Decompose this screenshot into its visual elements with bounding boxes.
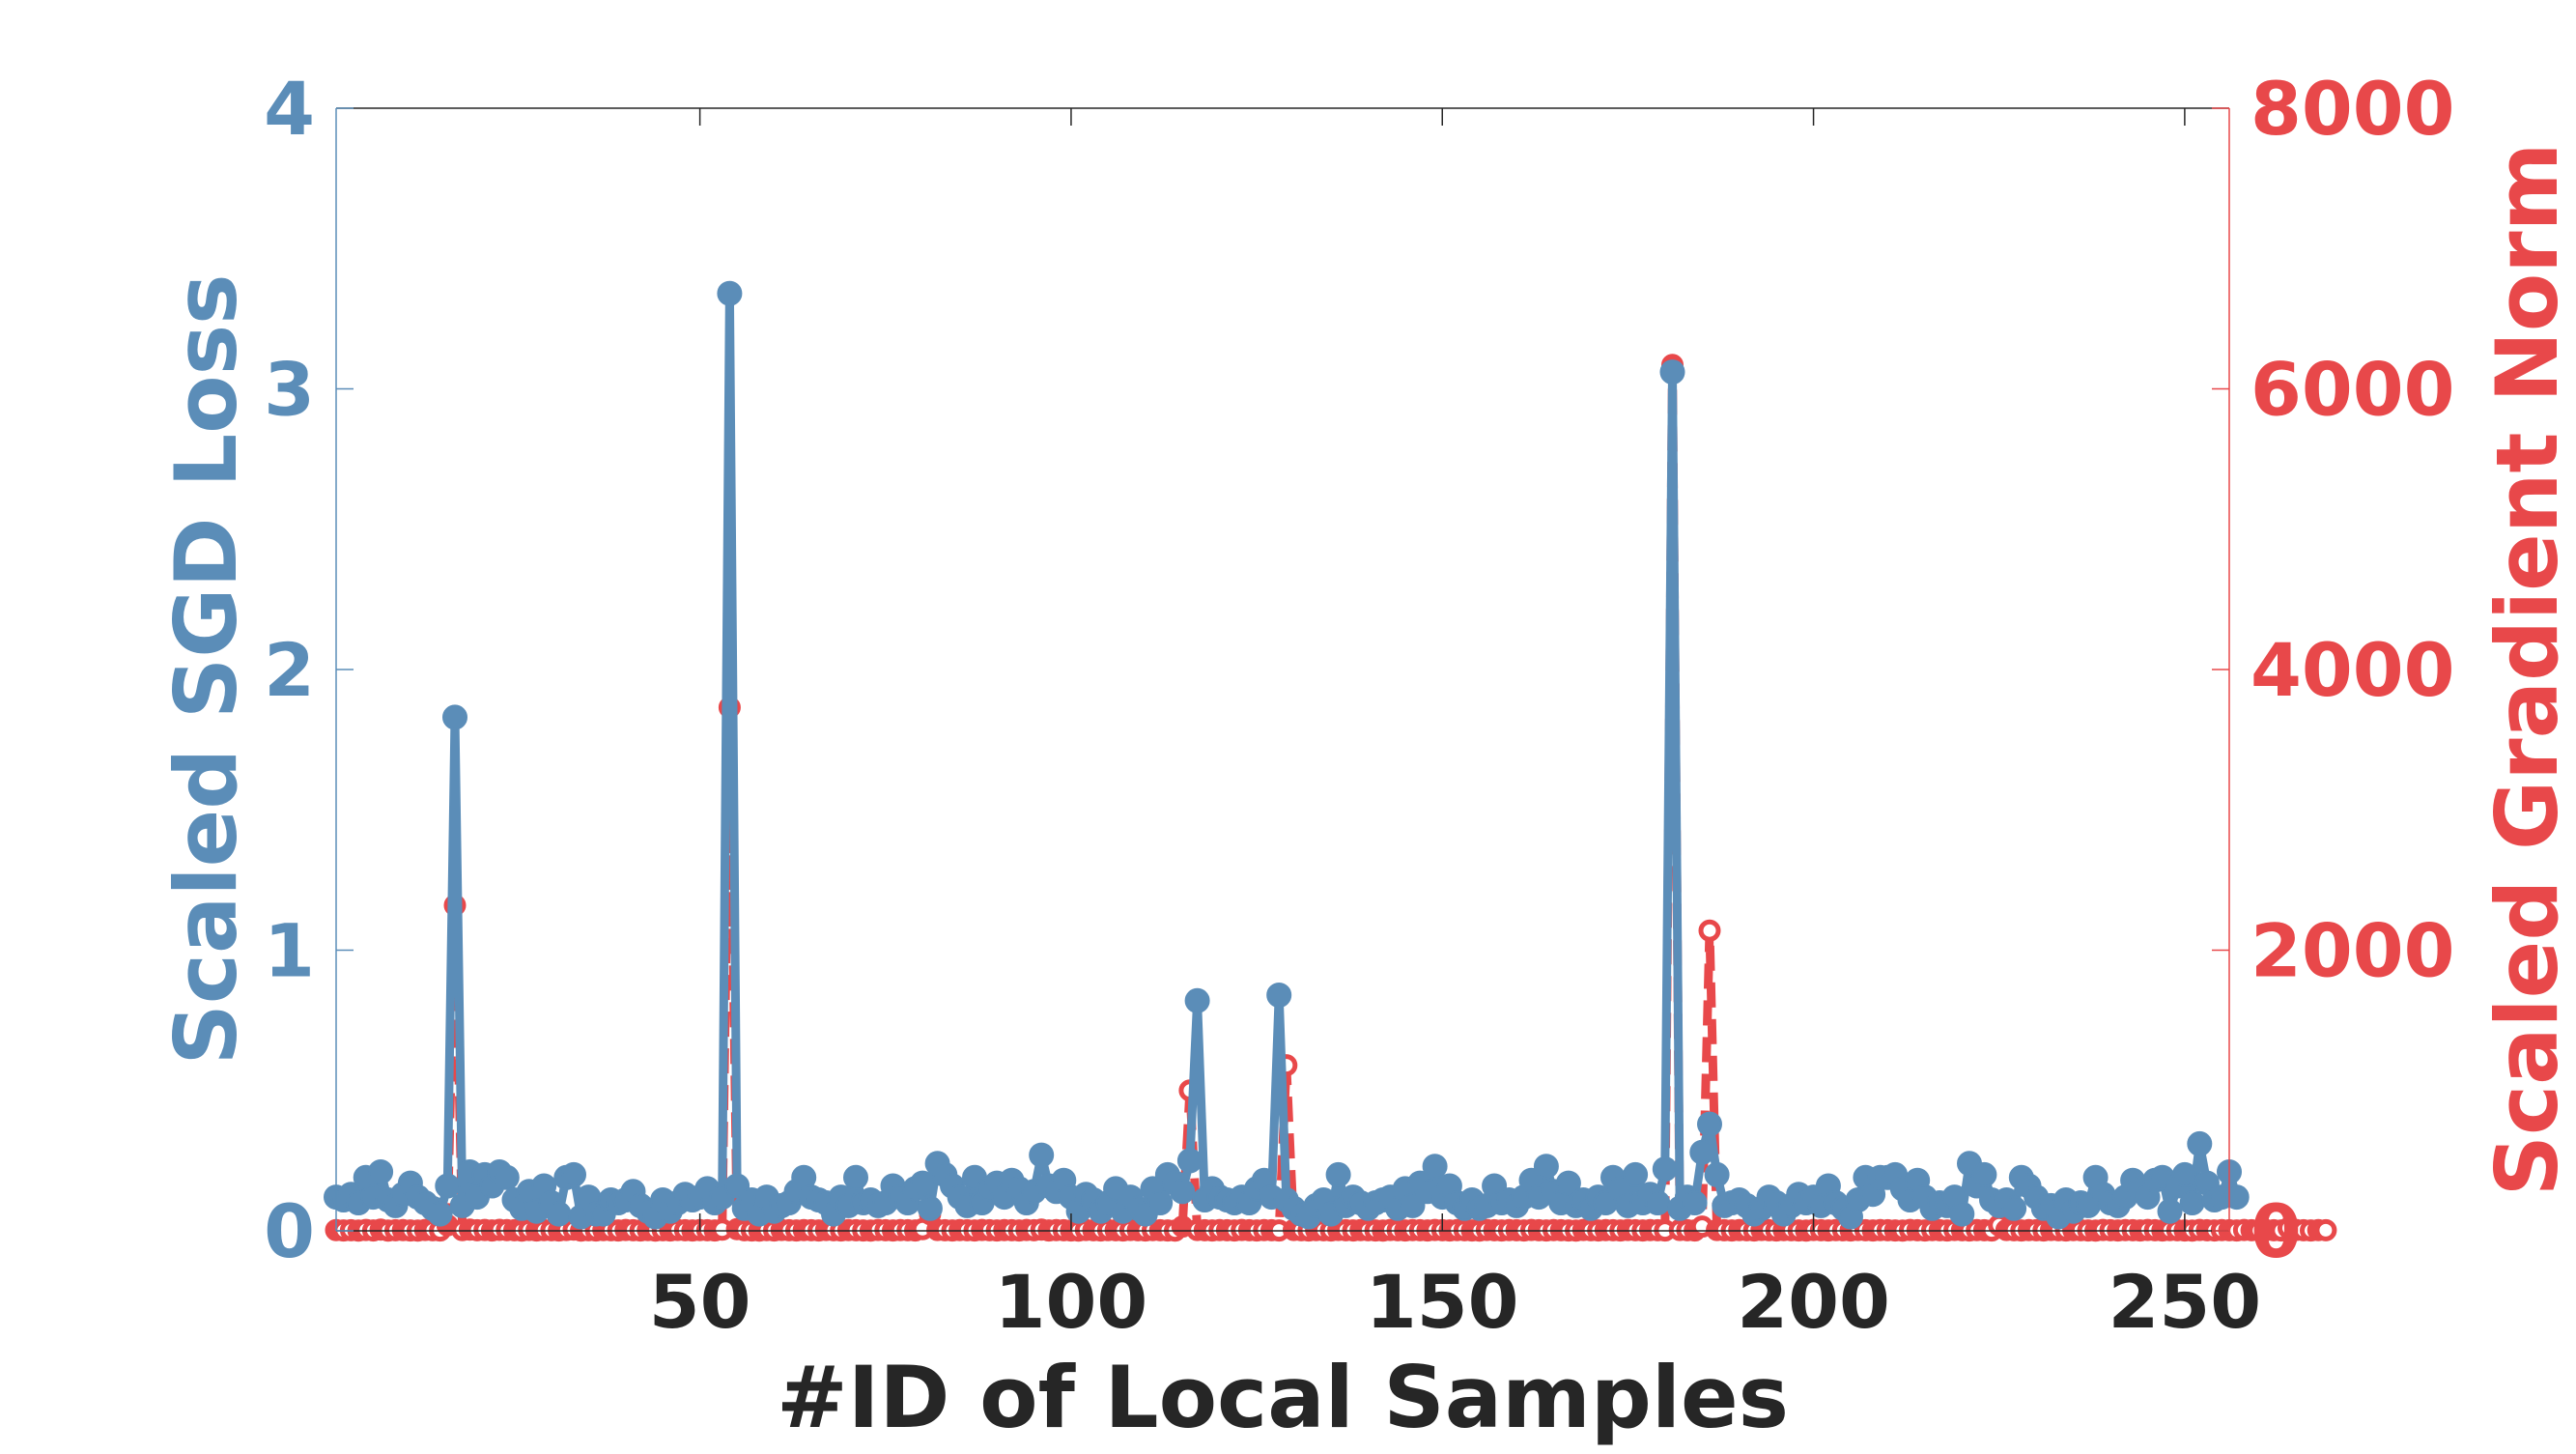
sgd-loss-point bbox=[1704, 1161, 1730, 1187]
sgd-loss-point bbox=[843, 1164, 868, 1190]
right-y-axis-label: Scaled Gradient Norm bbox=[2477, 143, 2576, 1197]
sgd-loss-point bbox=[1029, 1142, 1055, 1168]
sgd-loss-point bbox=[1697, 1111, 1722, 1137]
x-tick-label: 150 bbox=[1366, 1259, 1519, 1345]
sgd-loss-point bbox=[435, 1173, 461, 1199]
sgd-loss-point bbox=[1623, 1161, 1649, 1187]
sgd-loss-point bbox=[1949, 1201, 1975, 1227]
sgd-loss-point bbox=[2171, 1161, 2197, 1187]
x-tick-label: 250 bbox=[2109, 1259, 2262, 1345]
sgd-loss-point bbox=[917, 1195, 943, 1221]
x-tick-label: 50 bbox=[649, 1259, 751, 1345]
sgd-loss-point bbox=[1422, 1154, 1448, 1180]
gradient-norm-point bbox=[1698, 919, 1721, 942]
sgd-loss-point bbox=[717, 280, 743, 306]
sgd-loss-point bbox=[1555, 1170, 1581, 1196]
sgd-loss-point bbox=[2001, 1195, 2027, 1221]
left-y-tick-label: 0 bbox=[264, 1188, 315, 1274]
sgd-loss-point bbox=[1659, 359, 1685, 385]
left-y-tick-label: 2 bbox=[264, 627, 315, 713]
sgd-loss-point bbox=[1266, 983, 1292, 1008]
x-axis-label: #ID of Local Samples bbox=[777, 1348, 1789, 1447]
sgd-loss-point bbox=[910, 1170, 936, 1196]
right-y-tick-label: 6000 bbox=[2250, 347, 2455, 433]
gradient-norm-point bbox=[2314, 1218, 2337, 1241]
sgd-loss-point bbox=[2179, 1190, 2205, 1215]
x-tick-label: 100 bbox=[995, 1259, 1148, 1345]
left-y-tick-label: 1 bbox=[264, 908, 315, 994]
left-y-axis-label: Scaled SGD Loss bbox=[156, 274, 256, 1066]
sgd-loss-point bbox=[1645, 1190, 1671, 1215]
sgd-loss-point bbox=[546, 1201, 572, 1227]
sgd-loss-point bbox=[1147, 1190, 1174, 1215]
sgd-loss-point bbox=[1971, 1161, 1997, 1187]
sgd-loss-point bbox=[1325, 1161, 1351, 1187]
right-y-axis-ticks: 0 2000 4000 6000 8000 bbox=[2212, 66, 2455, 1274]
left-y-tick-label: 3 bbox=[264, 347, 315, 433]
sgd-loss-point bbox=[368, 1159, 394, 1184]
sgd-loss-series bbox=[324, 280, 2250, 1230]
x-tick-label: 200 bbox=[1737, 1259, 1890, 1345]
right-y-tick-label: 2000 bbox=[2250, 908, 2455, 994]
left-y-axis-ticks: 0 1 2 3 4 bbox=[264, 66, 354, 1274]
left-y-tick-label: 4 bbox=[264, 66, 315, 152]
sgd-loss-point bbox=[427, 1201, 453, 1227]
sgd-loss-point bbox=[2223, 1184, 2250, 1211]
sgd-loss-point bbox=[494, 1164, 520, 1190]
sgd-loss-point bbox=[2157, 1198, 2183, 1224]
sgd-loss-point bbox=[442, 704, 467, 730]
sgd-loss-point bbox=[1184, 987, 1210, 1013]
sgd-loss-point bbox=[1533, 1154, 1559, 1180]
sgd-loss-point bbox=[561, 1161, 586, 1187]
sgd-loss-point bbox=[1652, 1156, 1678, 1183]
sgd-loss-point bbox=[1689, 1139, 1715, 1165]
right-y-tick-label: 0 bbox=[2250, 1188, 2302, 1274]
right-y-tick-label: 4000 bbox=[2250, 627, 2455, 713]
sgd-loss-point bbox=[1682, 1190, 1708, 1215]
x-axis-ticks: 50 100 150 200 250 bbox=[649, 108, 2261, 1345]
sgd-loss-point bbox=[1170, 1179, 1196, 1205]
right-y-tick-label: 8000 bbox=[2250, 66, 2455, 152]
sgd-loss-point bbox=[1176, 1148, 1203, 1174]
sgd-loss-point bbox=[2187, 1130, 2213, 1156]
